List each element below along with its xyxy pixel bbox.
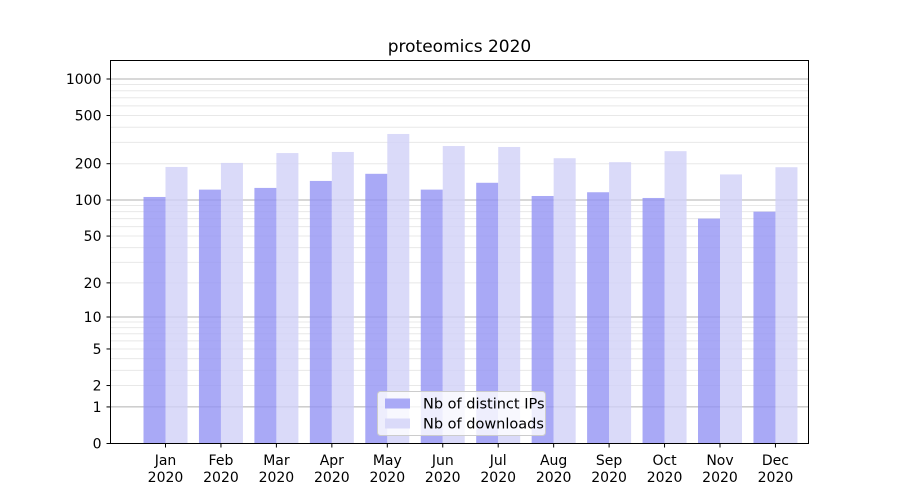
xtick-label-feb: Feb [209, 453, 234, 469]
bar-nb-of-distinct-ips-sep-2020 [587, 192, 610, 444]
xtick-label-oct: Oct [652, 453, 677, 469]
ytick-label-0: 0 [93, 437, 102, 453]
xtick-label-jun: Jun [431, 453, 454, 469]
xtick-label-year-jul: 2020 [480, 470, 516, 486]
bar-nb-of-downloads-apr-2020 [331, 151, 354, 444]
bar-nb-of-distinct-ips-oct-2020 [642, 197, 665, 444]
ytick-label-10: 10 [84, 310, 102, 326]
bar-nb-of-downloads-aug-2020 [553, 158, 576, 444]
bar-nb-of-distinct-ips-dec-2020 [753, 211, 776, 444]
bar-nb-of-distinct-ips-mar-2020 [254, 187, 277, 444]
xtick-label-year-jan: 2020 [148, 470, 184, 486]
xtick-label-jan: Jan [154, 453, 177, 469]
bar-nb-of-downloads-may-2020 [387, 133, 410, 444]
xtick-label-year-oct: 2020 [647, 470, 683, 486]
legend-label-nb-of-downloads: Nb of downloads [423, 417, 544, 433]
legend-box [377, 391, 546, 436]
xtick-label-jul: Jul [489, 453, 507, 469]
xtick-label-year-dec: 2020 [758, 470, 794, 486]
ytick-label-100: 100 [75, 193, 102, 209]
bar-nb-of-downloads-dec-2020 [775, 167, 798, 444]
bar-nb-of-downloads-feb-2020 [220, 162, 243, 444]
xtick-label-may: May [373, 453, 402, 469]
bar-nb-of-distinct-ips-aug-2020 [531, 195, 554, 444]
xtick-label-year-aug: 2020 [536, 470, 572, 486]
chart-title: proteomics 2020 [388, 37, 532, 57]
ytick-label-5: 5 [93, 342, 102, 358]
ytick-label-200: 200 [75, 157, 102, 173]
axes: 01251020501002005001000Jan2020Feb2020Mar… [66, 60, 809, 486]
bar-nb-of-downloads-mar-2020 [276, 153, 299, 444]
ytick-label-1: 1 [93, 400, 102, 416]
xtick-label-year-jun: 2020 [425, 470, 461, 486]
bar-nb-of-distinct-ips-may-2020 [365, 173, 388, 444]
bar-nb-of-downloads-jul-2020 [498, 146, 521, 444]
xtick-label-year-mar: 2020 [259, 470, 295, 486]
legend-swatch-nb-of-distinct-ips [385, 398, 410, 409]
bars [143, 133, 798, 444]
ytick-label-500: 500 [75, 109, 102, 125]
bar-nb-of-downloads-nov-2020 [720, 174, 742, 444]
bar-nb-of-distinct-ips-apr-2020 [309, 180, 332, 444]
plot-border [110, 60, 809, 444]
ytick-label-1000: 1000 [66, 72, 102, 88]
bar-nb-of-downloads-sep-2020 [609, 162, 632, 444]
xtick-label-year-apr: 2020 [314, 470, 350, 486]
xtick-label-dec: Dec [762, 453, 789, 469]
legend-swatch-nb-of-downloads [385, 418, 410, 429]
xtick-label-mar: Mar [263, 453, 290, 469]
bar-nb-of-distinct-ips-jan-2020 [143, 196, 166, 444]
xtick-label-year-nov: 2020 [702, 470, 738, 486]
bar-nb-of-distinct-ips-feb-2020 [198, 189, 221, 444]
legend: Nb of distinct IPs Nb of downloads [377, 391, 546, 436]
ytick-label-20: 20 [84, 276, 102, 292]
xtick-label-apr: Apr [320, 453, 344, 469]
legend-label-nb-of-distinct-ips: Nb of distinct IPs [423, 397, 545, 413]
ytick-label-2: 2 [93, 379, 102, 395]
bar-nb-of-downloads-jun-2020 [442, 146, 465, 444]
xtick-label-nov: Nov [706, 453, 733, 469]
xtick-label-sep: Sep [596, 453, 623, 469]
xtick-label-aug: Aug [540, 453, 567, 469]
bar-nb-of-downloads-oct-2020 [664, 151, 687, 444]
xtick-label-year-sep: 2020 [591, 470, 627, 486]
xtick-label-year-feb: 2020 [203, 470, 239, 486]
bar-nb-of-distinct-ips-jun-2020 [420, 189, 443, 444]
xtick-label-year-may: 2020 [369, 470, 405, 486]
bar-nb-of-distinct-ips-jul-2020 [476, 182, 499, 444]
ytick-label-50: 50 [84, 229, 102, 245]
bar-nb-of-downloads-jan-2020 [165, 166, 188, 444]
bar-nb-of-distinct-ips-nov-2020 [698, 218, 720, 444]
